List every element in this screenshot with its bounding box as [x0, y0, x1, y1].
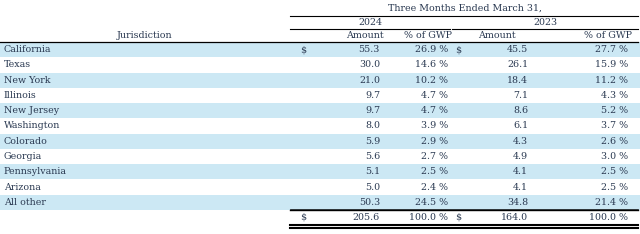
- Text: 100.0 %: 100.0 %: [409, 213, 448, 222]
- Bar: [0, 88, 640, 103]
- Text: Arizona: Arizona: [4, 183, 41, 192]
- Text: 26.9 %: 26.9 %: [415, 45, 448, 54]
- Text: Three Months Ended March 31,: Three Months Ended March 31,: [388, 4, 542, 12]
- Text: 100.0 %: 100.0 %: [589, 213, 628, 222]
- Text: % of GWP: % of GWP: [404, 31, 452, 40]
- Text: Pennsylvania: Pennsylvania: [4, 167, 67, 176]
- Text: $: $: [300, 213, 306, 222]
- Text: 50.3: 50.3: [359, 198, 380, 207]
- Text: 5.1: 5.1: [365, 167, 380, 176]
- Text: $: $: [455, 213, 461, 222]
- Bar: [0, 134, 640, 149]
- Bar: [0, 179, 640, 195]
- Text: 6.1: 6.1: [513, 121, 528, 131]
- Text: 14.6 %: 14.6 %: [415, 60, 448, 69]
- Text: $: $: [300, 45, 306, 54]
- Text: Colorado: Colorado: [4, 137, 48, 146]
- Text: 2.7 %: 2.7 %: [421, 152, 448, 161]
- Bar: [0, 164, 640, 179]
- Text: New Jersey: New Jersey: [4, 106, 59, 115]
- Bar: [0, 57, 640, 73]
- Text: 205.6: 205.6: [353, 213, 380, 222]
- Text: 4.1: 4.1: [513, 167, 528, 176]
- Text: Georgia: Georgia: [4, 152, 42, 161]
- Bar: [0, 103, 640, 118]
- Text: 26.1: 26.1: [507, 60, 528, 69]
- Text: New York: New York: [4, 76, 51, 85]
- Text: 5.0: 5.0: [365, 183, 380, 192]
- Text: 4.3 %: 4.3 %: [601, 91, 628, 100]
- Text: 2.5 %: 2.5 %: [601, 183, 628, 192]
- Text: 18.4: 18.4: [507, 76, 528, 85]
- Text: % of GWP: % of GWP: [584, 31, 632, 40]
- Text: California: California: [4, 45, 51, 54]
- Text: 9.7: 9.7: [365, 106, 380, 115]
- Text: Texas: Texas: [4, 60, 31, 69]
- Text: 21.0: 21.0: [359, 76, 380, 85]
- Text: 4.1: 4.1: [513, 183, 528, 192]
- Bar: [0, 42, 640, 57]
- Text: 3.0 %: 3.0 %: [601, 152, 628, 161]
- Text: 11.2 %: 11.2 %: [595, 76, 628, 85]
- Text: 9.7: 9.7: [365, 91, 380, 100]
- Text: 4.7 %: 4.7 %: [421, 91, 448, 100]
- Text: 3.7 %: 3.7 %: [601, 121, 628, 131]
- Text: 24.5 %: 24.5 %: [415, 198, 448, 207]
- Text: 45.5: 45.5: [507, 45, 528, 54]
- Text: 3.9 %: 3.9 %: [420, 121, 448, 131]
- Text: 21.4 %: 21.4 %: [595, 198, 628, 207]
- Text: 2.5 %: 2.5 %: [421, 167, 448, 176]
- Text: 8.0: 8.0: [365, 121, 380, 131]
- Bar: [0, 195, 640, 210]
- Text: All other: All other: [4, 198, 46, 207]
- Text: 164.0: 164.0: [501, 213, 528, 222]
- Text: Amount: Amount: [477, 31, 515, 40]
- Text: 4.9: 4.9: [513, 152, 528, 161]
- Text: 2.4 %: 2.4 %: [421, 183, 448, 192]
- Text: 5.2 %: 5.2 %: [601, 106, 628, 115]
- Text: 7.1: 7.1: [513, 91, 528, 100]
- Text: 34.8: 34.8: [507, 198, 528, 207]
- Text: Illinois: Illinois: [4, 91, 36, 100]
- Text: 10.2 %: 10.2 %: [415, 76, 448, 85]
- Text: 5.6: 5.6: [365, 152, 380, 161]
- Text: 2024: 2024: [358, 18, 382, 27]
- Text: Amount: Amount: [346, 31, 384, 40]
- Bar: [0, 149, 640, 164]
- Text: 2.6 %: 2.6 %: [601, 137, 628, 146]
- Text: Washington: Washington: [4, 121, 60, 131]
- Text: 2.5 %: 2.5 %: [601, 167, 628, 176]
- Text: 2023: 2023: [533, 18, 557, 27]
- Text: 5.9: 5.9: [365, 137, 380, 146]
- Text: Jurisdiction: Jurisdiction: [117, 31, 173, 40]
- Text: 27.7 %: 27.7 %: [595, 45, 628, 54]
- Text: 30.0: 30.0: [359, 60, 380, 69]
- Text: 8.6: 8.6: [513, 106, 528, 115]
- Text: 4.7 %: 4.7 %: [421, 106, 448, 115]
- Text: 55.3: 55.3: [358, 45, 380, 54]
- Bar: [0, 118, 640, 134]
- Text: $: $: [455, 45, 461, 54]
- Text: 2.9 %: 2.9 %: [421, 137, 448, 146]
- Text: 4.3: 4.3: [513, 137, 528, 146]
- Text: 15.9 %: 15.9 %: [595, 60, 628, 69]
- Bar: [0, 73, 640, 88]
